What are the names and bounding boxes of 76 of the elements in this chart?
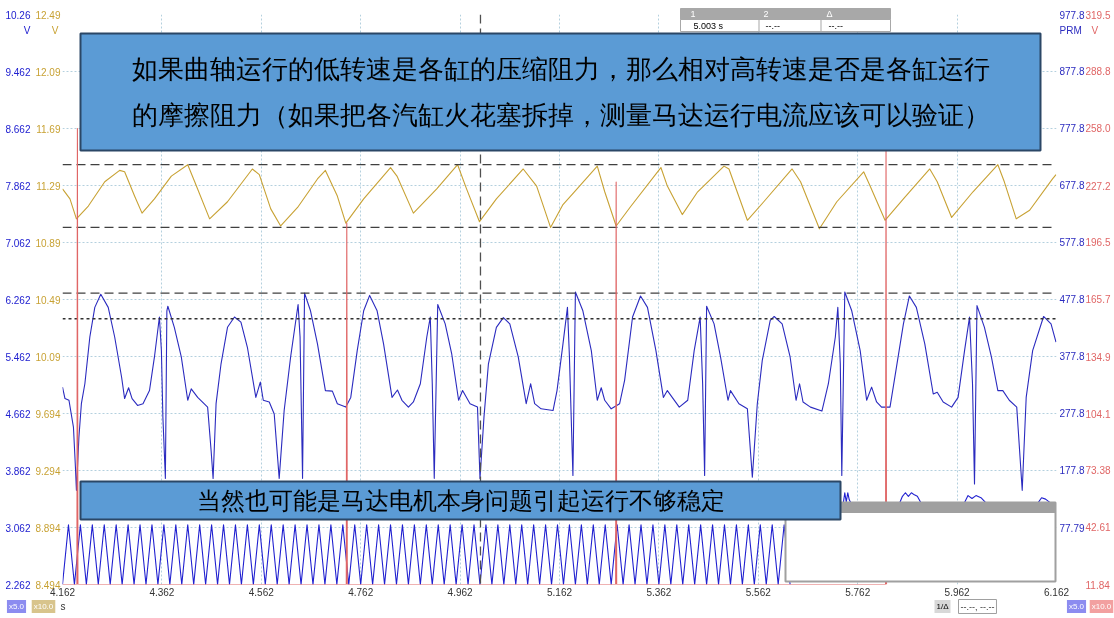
annotation: Δ bbox=[826, 9, 833, 19]
y-tick-label: 196.5 bbox=[1085, 237, 1111, 249]
y3-tick-label: 777.8 bbox=[1059, 123, 1085, 135]
text: x5.0 bbox=[8, 602, 25, 611]
y3-tick-label: 877.8 bbox=[1059, 66, 1085, 78]
y-axis-title: V bbox=[51, 25, 59, 36]
y-tick-label: 10.89 bbox=[35, 237, 61, 249]
y-tick-label: 258.0 bbox=[1085, 123, 1111, 135]
annotation: 当然也可能是马达电机本身问题引起运行不够稳定 bbox=[196, 486, 725, 515]
line-series bbox=[963, 495, 987, 504]
y-tick-label: 10.49 bbox=[35, 294, 61, 306]
y-tick-label: 165.7 bbox=[1085, 294, 1111, 306]
y3-tick-label: 577.8 bbox=[1059, 237, 1085, 249]
y2-tick-label: 4.662 bbox=[5, 408, 31, 420]
y-tick-label: 12.09 bbox=[35, 66, 61, 78]
annotation: 1 bbox=[690, 9, 696, 19]
y2-tick-label: 7.062 bbox=[5, 237, 31, 249]
y-tick-label: 12.49 bbox=[35, 9, 61, 21]
annotation: --.-- bbox=[765, 20, 780, 31]
y-tick-label: 10.09 bbox=[35, 351, 61, 363]
line-series bbox=[898, 492, 922, 504]
y3-axis-title: PRM bbox=[1059, 25, 1082, 36]
y-tick-label: 42.61 bbox=[1085, 522, 1111, 534]
y2-tick-label: 3.862 bbox=[5, 465, 31, 477]
x-tick-label: 4.362 bbox=[149, 586, 175, 598]
y-tick-label: 288.8 bbox=[1085, 66, 1111, 78]
y-tick-label: 73.38 bbox=[1085, 465, 1111, 477]
y-tick-label: 11.84 bbox=[1085, 579, 1111, 591]
y2-tick-label: 2.262 bbox=[5, 579, 31, 591]
y-tick-label: 11.29 bbox=[36, 180, 61, 192]
y3-tick-label: 677.8 bbox=[1059, 180, 1085, 192]
annotation: 2 bbox=[763, 9, 769, 19]
x-tick-label: 5.962 bbox=[944, 586, 971, 598]
line-series bbox=[62, 291, 1057, 491]
y2-tick-label: 10.26 bbox=[5, 9, 31, 21]
y-tick-label: 319.5 bbox=[1085, 9, 1111, 21]
y3-tick-label: 77.79 bbox=[1059, 522, 1085, 534]
y3-tick-label: 177.8 bbox=[1059, 465, 1085, 477]
y2-tick-label: 5.462 bbox=[5, 351, 31, 363]
y2-axis-title: V bbox=[23, 25, 31, 36]
text: x10.0 bbox=[1091, 602, 1112, 611]
annotation: --.-- bbox=[828, 20, 843, 31]
x-tick-label: 5.362 bbox=[646, 586, 672, 598]
text: x5.0 bbox=[1068, 602, 1085, 611]
y-tick-label: 104.1 bbox=[1085, 408, 1111, 420]
x-axis-title: s bbox=[60, 601, 66, 612]
line-series bbox=[62, 164, 1057, 230]
y-tick-label: 227.2 bbox=[1085, 180, 1111, 192]
y-tick-label: 11.69 bbox=[36, 123, 61, 135]
annotation: 如果曲轴运行的低转速是各缸的压缩阻力，那么相对高转速是否是各缸运行的摩擦阻力（如果把各汽缸火花塞拆掉，测量马达运行电流应该可以验证） bbox=[131, 53, 990, 131]
x-tick-label: 4.562 bbox=[248, 586, 275, 598]
x-tick-label: 5.762 bbox=[845, 586, 871, 598]
y-axis-title: V bbox=[1091, 25, 1099, 36]
y-tick-label: 8.894 bbox=[35, 522, 61, 534]
x-tick-label: 4.762 bbox=[348, 586, 374, 598]
line-series bbox=[842, 492, 852, 504]
y2-tick-label: 9.462 bbox=[5, 66, 31, 78]
x-tick-label: 6.162 bbox=[1043, 586, 1070, 598]
y2-tick-label: 8.662 bbox=[5, 123, 31, 135]
y-tick-label: 9.694 bbox=[35, 408, 61, 420]
y3-tick-label: 377.8 bbox=[1059, 351, 1085, 363]
y3-tick-label: 977.8 bbox=[1059, 9, 1085, 21]
text: 1/Δ bbox=[936, 602, 950, 611]
annotation: 5.003 s bbox=[693, 20, 724, 31]
y2-tick-label: 7.862 bbox=[5, 180, 31, 192]
y-tick-label: 9.294 bbox=[35, 465, 61, 477]
x-tick-label: 5.562 bbox=[745, 586, 772, 598]
y2-tick-label: 6.262 bbox=[5, 294, 31, 306]
text: x10.0 bbox=[33, 602, 54, 611]
x-tick-label: 4.962 bbox=[447, 586, 474, 598]
x-tick-label: 5.162 bbox=[546, 586, 573, 598]
y-tick-label: 134.9 bbox=[1085, 351, 1111, 363]
y3-tick-label: 477.8 bbox=[1059, 294, 1085, 306]
y2-tick-label: 3.062 bbox=[5, 522, 31, 534]
y3-tick-label: 277.8 bbox=[1059, 408, 1085, 420]
text: --.--, --.-- bbox=[960, 601, 995, 612]
